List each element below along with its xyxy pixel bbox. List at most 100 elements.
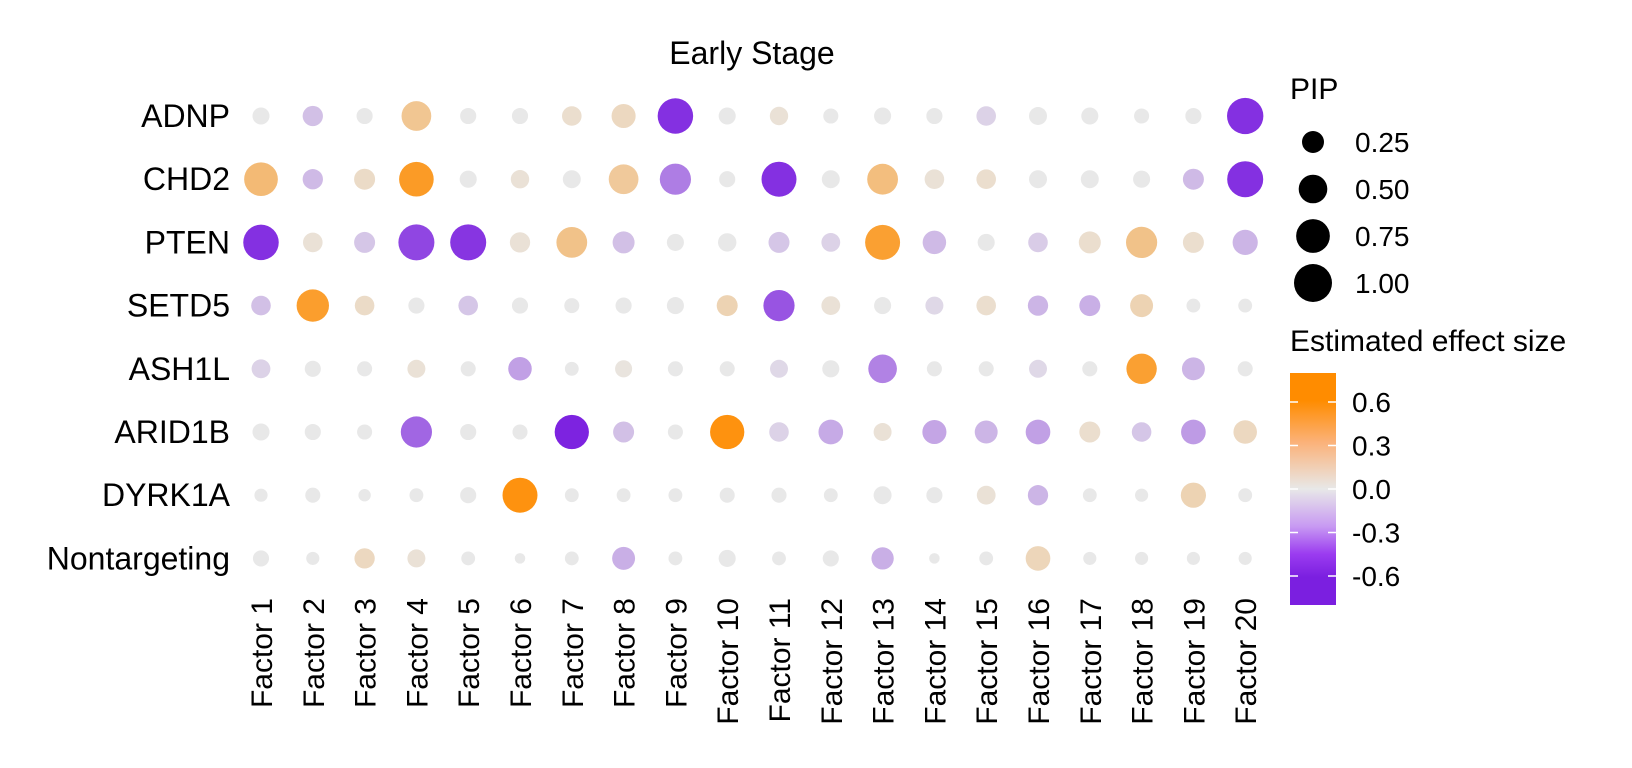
dot-mark xyxy=(1185,107,1202,125)
dot-mark xyxy=(356,107,373,125)
dot-mark xyxy=(926,487,943,504)
effect-legend-title: Estimated effect size xyxy=(1290,325,1566,358)
dot-mark xyxy=(769,422,789,442)
dot-mark xyxy=(763,290,795,322)
dot-mark xyxy=(556,227,588,258)
dot-mark xyxy=(354,548,375,569)
dot-mark xyxy=(1181,357,1205,381)
dot-mark xyxy=(924,169,945,189)
colorbar-label: -0.6 xyxy=(1352,561,1400,592)
pip-legend-label: 0.75 xyxy=(1355,221,1410,252)
dot-mark xyxy=(460,487,477,504)
gene-label: DYRK1A xyxy=(102,477,231,513)
dot-mark xyxy=(1135,488,1149,502)
dot-mark xyxy=(719,171,736,188)
dot-mark xyxy=(1081,107,1099,125)
dot-mark xyxy=(1027,295,1049,316)
dot-mark xyxy=(509,232,531,253)
dot-mark xyxy=(252,423,270,441)
pip-size-legend: PIP 0.25 0.50 0.75 1.00 xyxy=(1290,73,1410,302)
pip-legend-dot xyxy=(1296,219,1330,253)
dot-mark xyxy=(922,419,947,445)
dot-mark xyxy=(821,170,840,189)
dot-mark xyxy=(612,231,635,254)
dot-mark xyxy=(668,488,683,503)
colorbar-label: 0.6 xyxy=(1352,387,1391,418)
dot-mark xyxy=(976,106,996,126)
dot-mark xyxy=(1130,294,1154,318)
dot-mark xyxy=(608,164,639,195)
dot-mark xyxy=(1025,419,1051,445)
colorbar-label: -0.3 xyxy=(1352,518,1400,549)
dot-mark xyxy=(612,546,636,570)
dot-mark xyxy=(305,487,321,503)
gene-label: ARID1B xyxy=(114,414,230,450)
dot-mark xyxy=(1029,359,1047,378)
factor-label: Factor 2 xyxy=(298,598,331,708)
dot-mark xyxy=(508,357,532,381)
dot-mark xyxy=(459,170,477,188)
dot-mark xyxy=(400,416,432,448)
gene-axis-labels: ADNP CHD2 PTEN SETD5 ASH1L ARID1B DYRK1A Nontar… xyxy=(47,98,231,576)
dot-mark xyxy=(613,421,635,443)
dot-mark xyxy=(718,233,737,252)
dot-mark xyxy=(666,233,684,251)
factor-label: Factor 9 xyxy=(660,598,693,708)
factor-label: Factor 12 xyxy=(816,598,849,725)
dot-mark xyxy=(358,489,371,502)
factor-label: Factor 3 xyxy=(350,598,383,708)
dot-mark xyxy=(667,361,683,377)
dot-mark xyxy=(460,423,477,441)
dot-mark xyxy=(1182,231,1204,253)
dot-mark xyxy=(399,161,434,197)
dot-mark xyxy=(354,295,375,316)
dot-mark xyxy=(562,106,582,126)
dot-mark xyxy=(398,224,435,261)
pip-legend-label: 0.25 xyxy=(1355,127,1410,158)
factor-label: Factor 20 xyxy=(1230,598,1263,725)
dot-mark xyxy=(865,224,901,260)
dot-mark xyxy=(769,106,789,126)
dot-mark xyxy=(929,553,940,564)
dot-mark xyxy=(511,297,529,314)
factor-label: Factor 13 xyxy=(868,598,901,725)
dot-mark xyxy=(511,107,529,125)
factor-label: Factor 7 xyxy=(557,598,590,708)
pip-legend-dot xyxy=(1294,264,1332,302)
dot-mark xyxy=(407,359,426,378)
gene-label: CHD2 xyxy=(143,161,230,197)
dot-mark xyxy=(1025,546,1051,571)
dot-mark xyxy=(304,423,321,441)
dot-mark xyxy=(718,107,736,125)
dot-mark xyxy=(1126,226,1158,258)
dot-mark xyxy=(822,360,840,378)
factor-label: Factor 10 xyxy=(712,598,745,725)
dot-mark xyxy=(407,549,426,568)
dot-mark xyxy=(357,361,373,377)
dot-mark xyxy=(1078,231,1101,254)
gene-label: ADNP xyxy=(141,98,230,134)
dot-mark xyxy=(450,224,487,261)
dot-mark xyxy=(306,551,320,565)
dot-mark xyxy=(922,230,947,255)
dot-mark xyxy=(1233,420,1257,444)
dot-mark xyxy=(408,297,425,314)
dot-mark xyxy=(666,297,684,315)
dot-mark xyxy=(251,359,271,379)
dot-mark xyxy=(1079,295,1101,317)
dot-mark xyxy=(874,107,892,125)
dot-mark xyxy=(564,361,579,376)
dot-mark xyxy=(1135,551,1149,565)
dot-mark xyxy=(926,107,943,125)
dot-mark xyxy=(1238,298,1253,313)
gene-label: PTEN xyxy=(145,224,230,260)
dot-mark xyxy=(243,224,279,261)
dot-mark xyxy=(719,361,735,377)
dot-mark xyxy=(1029,107,1047,125)
dot-mark xyxy=(1181,419,1206,445)
dot-mark xyxy=(401,101,432,131)
factor-label: Factor 14 xyxy=(919,598,952,725)
dot-mark xyxy=(976,169,996,189)
dot-mark xyxy=(1131,422,1152,442)
